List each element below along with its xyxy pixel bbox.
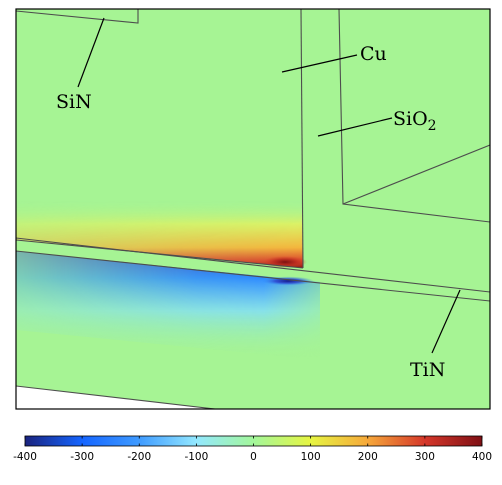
- sin-layer-boundary: [16, 9, 139, 24]
- tin-leader: [431, 289, 461, 354]
- sin-label: SiN: [56, 91, 92, 113]
- colorbar-tick-label: 100: [301, 451, 321, 463]
- tin-top-boundary: [16, 237, 490, 293]
- colorbar: -400 -300 -200 -100 0 100 200 300 400: [13, 435, 492, 463]
- colorbar-tick-label: -200: [127, 451, 151, 463]
- cu-line-boundary: [300, 9, 304, 269]
- tin-label: TiN: [410, 359, 445, 381]
- colorbar-tick-label: -300: [70, 451, 94, 463]
- sio2-label-subscript: 2: [428, 118, 437, 134]
- colorbar-ticks: -400 -300 -200 -100 0 100 200 300 400: [13, 436, 492, 463]
- plot-frame: [15, 8, 491, 410]
- sio2-label-base: SiO: [393, 108, 428, 130]
- geometry-outlines: [16, 9, 490, 409]
- cu-bottom-edge: [16, 239, 304, 269]
- colorbar-tick-label: 300: [415, 451, 435, 463]
- sio2-label: SiO2: [393, 108, 437, 134]
- colorbar-tick-label: -400: [13, 451, 37, 463]
- compressive-stress-region: [16, 251, 320, 360]
- cu-leader: [281, 54, 358, 73]
- sio2-leader: [317, 117, 393, 137]
- colorbar-tick-label: 200: [358, 451, 378, 463]
- plot-area: [16, 9, 490, 409]
- sin-leader: [77, 17, 105, 88]
- material-labels: SiN Cu SiO2 TiN: [56, 17, 461, 381]
- colorbar-tick-label: 400: [472, 451, 492, 463]
- lower-boundary: [16, 385, 216, 409]
- tin-bottom-boundary: [16, 250, 490, 302]
- colorbar-tick-label: 0: [250, 451, 257, 463]
- sio2-step: [342, 144, 490, 205]
- colorbar-tick-label: -100: [184, 451, 208, 463]
- cu-label: Cu: [360, 43, 387, 65]
- tensile-stress-region: [16, 200, 303, 268]
